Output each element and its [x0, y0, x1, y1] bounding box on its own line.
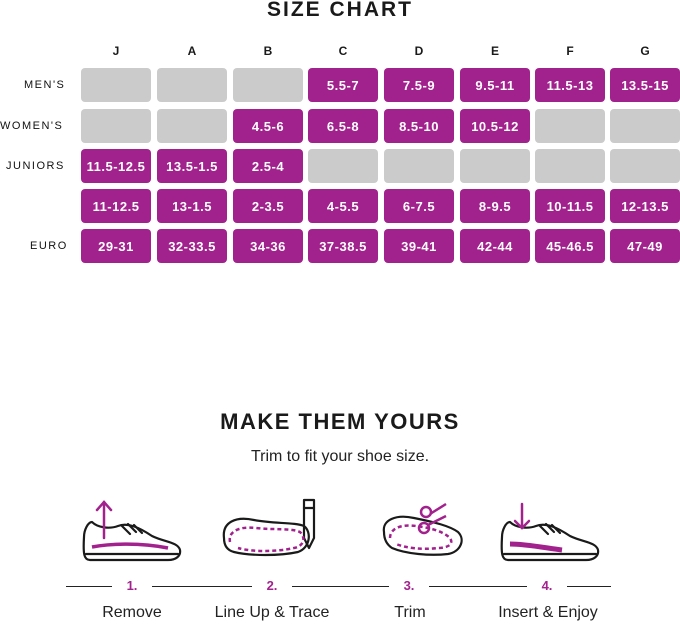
size-cell: 29-31 [81, 229, 151, 263]
row-header: EURO [30, 240, 68, 252]
size-cell: 7.5-9 [384, 68, 454, 102]
insole-scissors-icon [382, 502, 463, 556]
size-cell: 47-49 [610, 229, 680, 263]
step-label: Remove [102, 604, 162, 621]
step-number: 4. [527, 578, 567, 593]
size-cell-empty [81, 68, 151, 102]
size-cell: 11.5-13 [535, 68, 605, 102]
size-cell: 42-44 [460, 229, 530, 263]
size-cell: 6.5-8 [308, 109, 378, 143]
size-cell: 5.5-7 [308, 68, 378, 102]
steps-timeline [66, 586, 611, 587]
shoe-insert-insole-icon [500, 502, 600, 562]
step-label: Line Up & Trace [214, 604, 330, 621]
size-cell-empty [81, 109, 151, 143]
step-label: Trim [394, 604, 426, 621]
step-label: Insert & Enjoy [498, 604, 598, 621]
size-cell-empty [157, 109, 227, 143]
size-cell: 13-1.5 [157, 189, 227, 223]
row-header: WOMEN'S [0, 120, 64, 132]
column-header: B [263, 44, 273, 58]
size-cell: 45-46.5 [535, 229, 605, 263]
make-them-yours-title: MAKE THEM YOURS [220, 409, 460, 434]
column-header: G [640, 44, 650, 58]
size-cell: 8-9.5 [460, 189, 530, 223]
column-header: D [414, 44, 424, 58]
size-cell: 12-13.5 [610, 189, 680, 223]
column-header: A [187, 44, 197, 58]
size-cell: 2.5-4 [233, 149, 303, 183]
column-header: E [490, 44, 499, 58]
size-cell: 10.5-12 [460, 109, 530, 143]
size-cell: 34-36 [233, 229, 303, 263]
size-cell: 13.5-1.5 [157, 149, 227, 183]
size-cell: 37-38.5 [308, 229, 378, 263]
size-cell: 11.5-12.5 [81, 149, 151, 183]
size-cell: 10-11.5 [535, 189, 605, 223]
size-cell-empty [535, 109, 605, 143]
shoe-remove-insole-icon [82, 500, 182, 562]
size-cell: 8.5-10 [384, 109, 454, 143]
size-cell-empty [460, 149, 530, 183]
column-header: F [566, 44, 574, 58]
size-cell: 4.5-6 [233, 109, 303, 143]
size-cell: 39-41 [384, 229, 454, 263]
size-cell: 2-3.5 [233, 189, 303, 223]
size-cell: 9.5-11 [460, 68, 530, 102]
size-cell: 6-7.5 [384, 189, 454, 223]
row-header: JUNIORS [6, 160, 65, 172]
size-cell: 11-12.5 [81, 189, 151, 223]
size-cell-empty [610, 149, 680, 183]
step-number: 1. [112, 578, 152, 593]
insole-trace-pen-icon [222, 498, 316, 557]
size-cell-empty [233, 68, 303, 102]
row-header: MEN'S [24, 79, 66, 91]
size-cell: 13.5-15 [610, 68, 680, 102]
size-cell-empty [157, 68, 227, 102]
column-header: C [338, 44, 348, 58]
size-cell-empty [308, 149, 378, 183]
step-number: 3. [389, 578, 429, 593]
size-cell-empty [610, 109, 680, 143]
step-number: 2. [252, 578, 292, 593]
size-cell: 32-33.5 [157, 229, 227, 263]
column-header: J [112, 44, 120, 58]
size-chart-title: SIZE CHART [267, 0, 413, 21]
make-them-yours-subtitle: Trim to fit your shoe size. [250, 448, 430, 465]
size-cell: 4-5.5 [308, 189, 378, 223]
size-cell-empty [384, 149, 454, 183]
size-cell-empty [535, 149, 605, 183]
